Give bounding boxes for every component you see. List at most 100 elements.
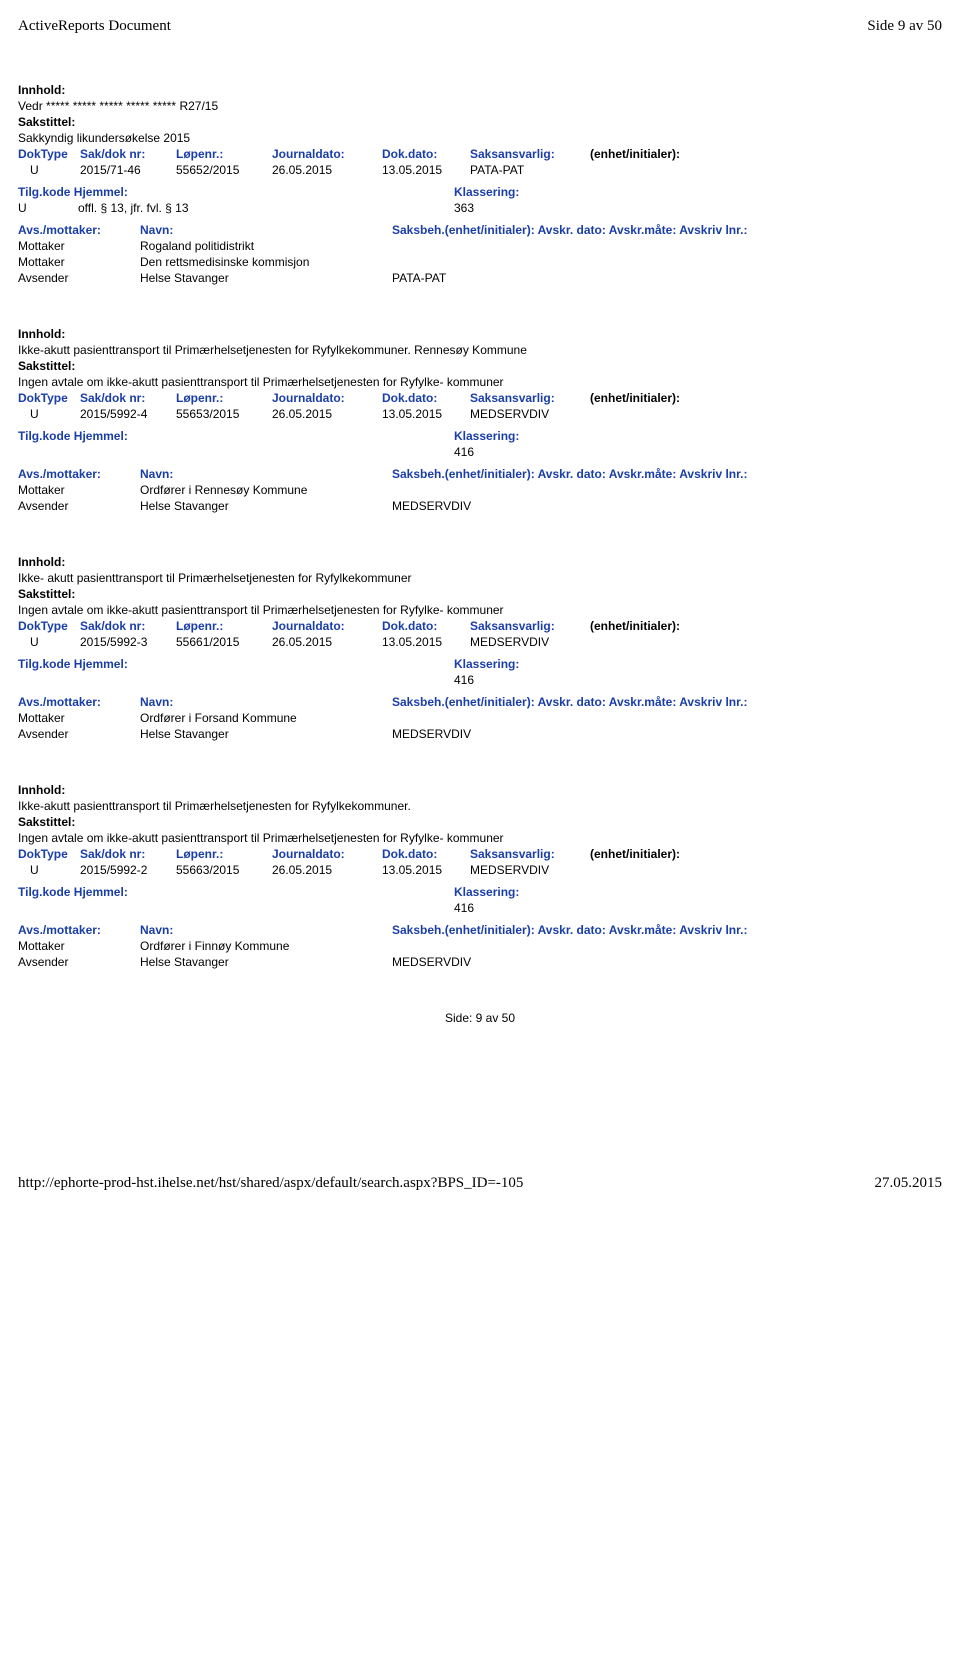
party-role: Avsender [18, 955, 140, 969]
tilg-row-labels: Tilg.kode Hjemmel:Klassering: [18, 657, 942, 671]
tilg-row-values: 416 [18, 673, 942, 687]
party-row: MottakerOrdfører i Finnøy Kommune [18, 939, 942, 953]
navn-label: Navn: [140, 467, 392, 481]
klassering-value: 363 [454, 201, 474, 215]
innhold-value: Ikke- akutt pasienttransport til Primærh… [18, 571, 412, 585]
lopenr-value: 55661/2015 [176, 635, 272, 649]
party-role: Mottaker [18, 255, 140, 269]
innhold-label: Innhold: [18, 555, 65, 569]
party-role: Avsender [18, 499, 140, 513]
avsmottaker-label: Avs./mottaker: [18, 467, 140, 481]
innhold-value: Vedr ***** ***** ***** ***** ***** R27/1… [18, 99, 218, 113]
saksansvarlig-value: PATA-PAT [470, 163, 590, 177]
hjemmel-label: Hjemmel: [74, 429, 128, 443]
dokdato-label: Dok.dato: [382, 391, 470, 405]
saksansvarlig-label: Saksansvarlig: [470, 847, 590, 861]
sakdok-label: Sak/dok nr: [80, 847, 176, 861]
sakdok-label: Sak/dok nr: [80, 391, 176, 405]
klassering-label: Klassering: [454, 657, 519, 671]
party-role: Mottaker [18, 239, 140, 253]
klassering-label: Klassering: [454, 885, 519, 899]
party-name: Helse Stavanger [140, 727, 392, 741]
record: Innhold:Vedr ***** ***** ***** ***** ***… [18, 83, 942, 285]
lopenr-value: 55652/2015 [176, 163, 272, 177]
party-role: Mottaker [18, 711, 140, 725]
tilg-row-values: Uoffl. § 13, jfr. fvl. § 13 363 [18, 201, 942, 215]
party-name: Rogaland politidistrikt [140, 239, 392, 253]
party-row: AvsenderHelse StavangerPATA-PAT [18, 271, 942, 285]
enhet-label: (enhet/initialer): [590, 847, 720, 861]
doktype-value: U [18, 163, 80, 177]
doktype-label: DokType [18, 391, 80, 405]
party-row: MottakerDen rettsmedisinske kommisjon [18, 255, 942, 269]
footer-date: 27.05.2015 [875, 1175, 943, 1192]
tilg-row-values: 416 [18, 901, 942, 915]
journaldato-value: 26.05.2015 [272, 863, 382, 877]
party-role: Avsender [18, 727, 140, 741]
records-container: Innhold: Vedr ***** ***** ***** ***** ***… [18, 83, 942, 969]
klassering-label: Klassering: [454, 185, 519, 199]
page-footer-bottom: http://ephorte-prod-hst.ihelse.net/hst/s… [18, 1175, 942, 1192]
tilgkode-label: Tilg.kode [18, 429, 70, 443]
doktype-value-row: U2015/5992-255663/201526.05.201513.05.20… [18, 863, 942, 877]
doktype-value: U [18, 407, 80, 421]
party-row: MottakerOrdfører i Rennesøy Kommune [18, 483, 942, 497]
tilgkode-value: U [18, 201, 27, 215]
journaldato-label: Journaldato: [272, 391, 382, 405]
sakstittel-label: Sakstittel: [18, 587, 75, 601]
journaldato-label: Journaldato: [272, 619, 382, 633]
tilg-row-labels: Tilg.kode Hjemmel:Klassering: [18, 429, 942, 443]
dokdato-value: 13.05.2015 [382, 635, 470, 649]
enhet-label: (enhet/initialer): [590, 619, 720, 633]
party-name: Helse Stavanger [140, 955, 392, 969]
footer-url: http://ephorte-prod-hst.ihelse.net/hst/s… [18, 1175, 523, 1191]
party-center: MEDSERVDIV [392, 955, 532, 969]
hjemmel-label: Hjemmel: [74, 885, 128, 899]
doktype-header-row: DokTypeSak/dok nr:Løpenr.:Journaldato:Do… [18, 619, 942, 633]
journaldato-label: Journaldato: [272, 847, 382, 861]
avs-header-row: Avs./mottaker:Navn:Saksbeh.(enhet/initia… [18, 923, 942, 937]
sakdok-label: Sak/dok nr: [80, 147, 176, 161]
tilg-row-labels: Tilg.kode Hjemmel: Klassering: [18, 885, 942, 899]
lopenr-value: 55663/2015 [176, 863, 272, 877]
avs-header-row: Avs./mottaker:Navn:Saksbeh.(enhet/initia… [18, 467, 942, 481]
tilg-row-labels: Tilg.kode Hjemmel:Klassering: [18, 185, 942, 199]
document-title: ActiveReports Document [18, 18, 171, 34]
dokdato-value: 13.05.2015 [382, 163, 470, 177]
navn-label: Navn: [140, 223, 392, 237]
sakstittel-value: Ingen avtale om ikke-akutt pasienttransp… [18, 831, 504, 845]
sakstittel-value: Ingen avtale om ikke-akutt pasienttransp… [18, 375, 504, 389]
tilgkode-label: Tilg.kode [18, 885, 70, 899]
journaldato-label: Journaldato: [272, 147, 382, 161]
record: Innhold:Ikke-akutt pasienttransport til … [18, 783, 942, 969]
hjemmel-label: Hjemmel: [74, 657, 128, 671]
party-role: Mottaker [18, 939, 140, 953]
dokdato-label: Dok.dato: [382, 619, 470, 633]
tilg-row-values: 416 [18, 445, 942, 459]
journaldato-value: 26.05.2015 [272, 635, 382, 649]
party-row: MottakerOrdfører i Forsand Kommune [18, 711, 942, 725]
navn-label: Navn: [140, 923, 392, 937]
page-footer-center: Side: 9 av 50 [18, 1011, 942, 1025]
sakstittel-label: Sakstittel: [18, 359, 75, 373]
sakdok-value: 2015/5992-4 [80, 407, 176, 421]
sakdok-value: 2015/5992-3 [80, 635, 176, 649]
avsmottaker-label: Avs./mottaker: [18, 223, 140, 237]
enhet-label: (enhet/initialer): [590, 147, 720, 161]
party-name: Ordfører i Forsand Kommune [140, 711, 392, 725]
doktype-value: U [18, 635, 80, 649]
hjemmel-value: offl. § 13, jfr. fvl. § 13 [78, 201, 189, 215]
lopenr-value: 55653/2015 [176, 407, 272, 421]
party-name: Helse Stavanger [140, 271, 392, 285]
record: Innhold: Ikke- akutt pasienttransport til… [18, 555, 942, 741]
party-row: MottakerRogaland politidistrikt [18, 239, 942, 253]
party-name: Helse Stavanger [140, 499, 392, 513]
sakstittel-value: Ingen avtale om ikke-akutt pasienttransp… [18, 603, 504, 617]
innhold-label: Innhold: [18, 327, 65, 341]
lopenr-label: Løpenr.: [176, 391, 272, 405]
tilgkode-label: Tilg.kode [18, 185, 70, 199]
doktype-value-row: U2015/5992-455653/201526.05.201513.05.20… [18, 407, 942, 421]
party-center: MEDSERVDIV [392, 727, 532, 741]
lopenr-label: Løpenr.: [176, 147, 272, 161]
journaldato-value: 26.05.2015 [272, 407, 382, 421]
